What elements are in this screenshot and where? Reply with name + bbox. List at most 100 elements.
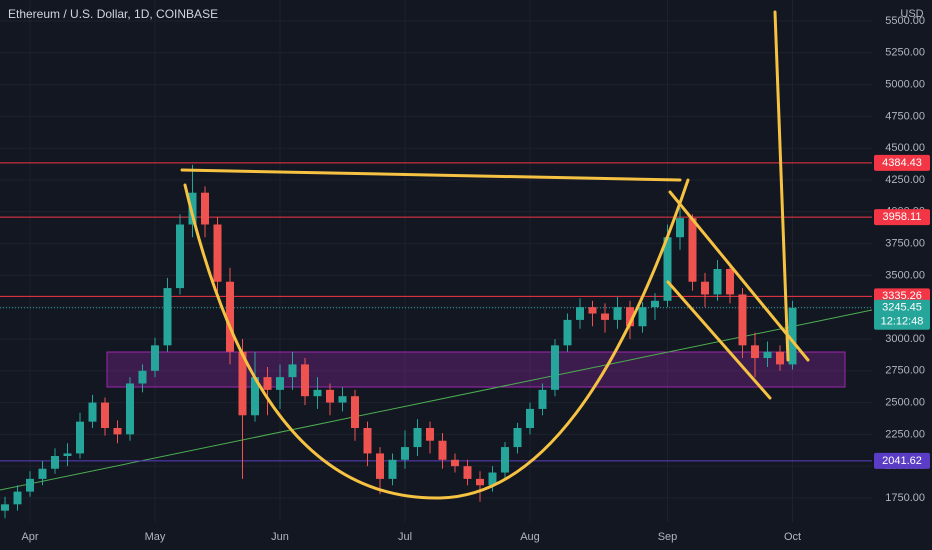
- y-tick-label: 2500.00: [885, 396, 925, 408]
- price-tag: [874, 452, 930, 469]
- candle-body: [663, 237, 672, 301]
- candle-body: [363, 428, 372, 454]
- candle-body: [63, 453, 72, 456]
- candle-body: [276, 377, 284, 390]
- candle-body: [88, 402, 97, 422]
- y-tick-label: 4250.00: [885, 174, 925, 186]
- countdown-label: 12:12:48: [881, 316, 924, 328]
- candle-body: [638, 307, 647, 327]
- candle-body: [613, 307, 622, 320]
- price-tag: [874, 209, 930, 226]
- candle-body: [226, 281, 234, 352]
- cup-curve: [183, 178, 690, 500]
- candle-body: [651, 300, 659, 308]
- candle-body: [451, 459, 459, 467]
- x-tick-label: Oct: [784, 531, 801, 543]
- candle-body: [438, 440, 447, 460]
- candle-body: [676, 218, 684, 238]
- candle-body: [301, 364, 309, 397]
- x-tick-label: Sep: [658, 531, 678, 543]
- y-tick-label: 5500.00: [885, 15, 925, 27]
- y-tick-label: 4500.00: [885, 142, 925, 154]
- candle-body: [263, 377, 272, 390]
- y-tick-label: 3500.00: [885, 269, 925, 281]
- candle-body: [351, 396, 359, 429]
- candle-body: [163, 288, 172, 346]
- candle-body: [538, 389, 547, 409]
- candle-body: [101, 402, 109, 429]
- candle-body: [513, 428, 522, 448]
- y-tick-label: 4750.00: [885, 110, 925, 122]
- candle-body: [151, 345, 159, 371]
- candle-body: [51, 455, 59, 469]
- target-line: [773, 10, 790, 362]
- x-tick-label: Jul: [398, 531, 412, 543]
- candle-body: [126, 383, 134, 435]
- last-price-tag: [874, 299, 930, 330]
- candle-body: [501, 447, 509, 473]
- y-tick-label: 5250.00: [885, 47, 925, 59]
- price-tag-label: 3335.26: [882, 290, 922, 302]
- candle-body: [713, 269, 722, 295]
- candle-body: [488, 472, 497, 486]
- x-tick-label: Apr: [21, 531, 38, 543]
- candle-body: [251, 377, 259, 416]
- candle-body: [476, 478, 484, 486]
- candle-body: [463, 466, 472, 479]
- x-tick-label: May: [145, 531, 166, 543]
- candle-body: [13, 491, 22, 505]
- candle-body: [201, 192, 209, 225]
- candle-body: [426, 428, 434, 441]
- y-tick-label: 2750.00: [885, 365, 925, 377]
- y-tick-label: 3000.00: [885, 333, 925, 345]
- candle-body: [788, 307, 797, 365]
- candle-body: [26, 478, 34, 492]
- candle-body: [626, 307, 634, 327]
- candle-body: [738, 294, 747, 346]
- candle-body: [401, 447, 409, 460]
- chart-title: Ethereum / U.S. Dollar, 1D, COINBASE: [8, 7, 218, 21]
- candle-body: [176, 224, 184, 289]
- candle-body: [601, 313, 609, 320]
- last-price-label: 3245.45: [882, 302, 922, 314]
- candle-body: [551, 345, 559, 390]
- price-tag-label: 3958.11: [883, 211, 922, 223]
- candle-body: [563, 319, 572, 346]
- candle-body: [188, 192, 197, 225]
- y-tick-label: 1750.00: [885, 492, 925, 504]
- candle-body: [588, 307, 597, 314]
- price-tag: [874, 154, 930, 171]
- candle-body: [751, 345, 759, 359]
- candle-body: [776, 351, 784, 365]
- candle-body: [701, 281, 709, 295]
- x-tick-label: Aug: [520, 531, 540, 543]
- candle-body: [688, 218, 697, 282]
- candle-body: [326, 389, 334, 403]
- candle-body: [138, 370, 147, 384]
- candle-body: [38, 468, 47, 479]
- candle-body: [726, 269, 734, 295]
- y-tick-label: 5000.00: [885, 78, 925, 90]
- candle-body: [526, 408, 534, 429]
- y-tick-label: 2250.00: [885, 428, 925, 440]
- candle-body: [413, 428, 422, 448]
- y-tick-label: 3750.00: [885, 237, 925, 249]
- candle-body: [113, 428, 122, 435]
- flag-line: [666, 280, 772, 400]
- candle-body: [576, 307, 584, 320]
- price-tag-label: 4384.43: [882, 157, 922, 169]
- candle-body: [1, 504, 9, 511]
- price-tag-label: 2041.62: [882, 455, 922, 467]
- x-tick-label: Jun: [271, 531, 289, 543]
- flag-line: [668, 190, 810, 362]
- candle-body: [763, 351, 772, 359]
- candle-body: [238, 351, 247, 416]
- candle-body: [388, 459, 397, 479]
- candle-body: [288, 364, 297, 378]
- trend-line: [0, 309, 873, 491]
- candle-body: [313, 389, 322, 397]
- candle-body: [338, 396, 347, 403]
- candle-body: [76, 421, 84, 454]
- candle-body: [213, 224, 222, 282]
